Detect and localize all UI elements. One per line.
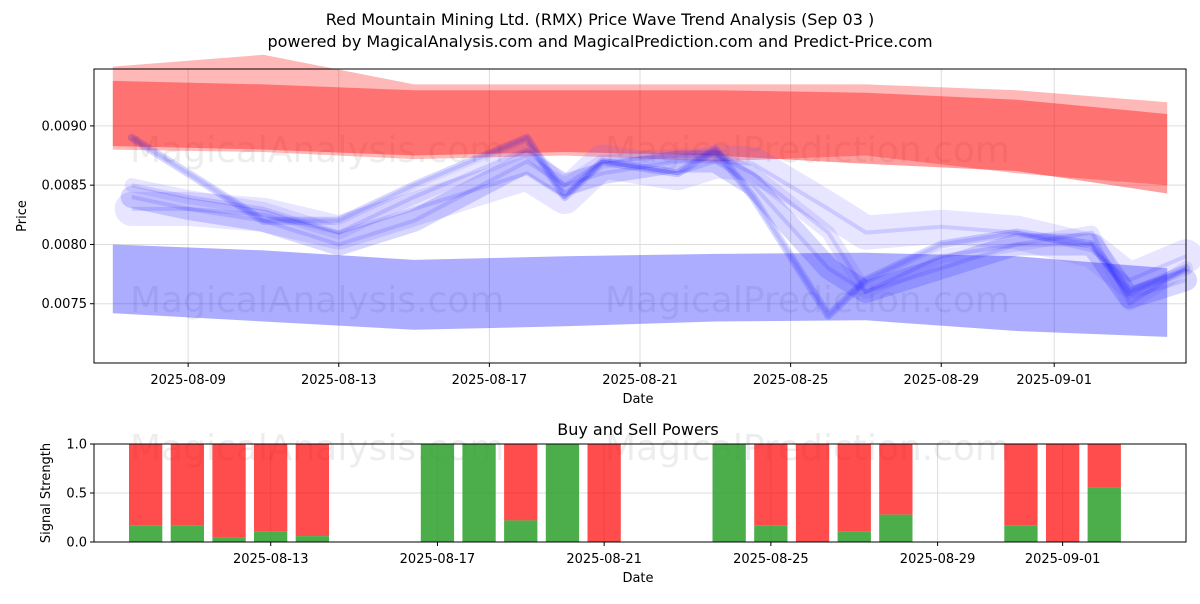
power-x-ticks: 2025-08-13 2025-08-17 2025-08-21 2025-08-25…	[233, 542, 1100, 567]
buy-power-bar	[754, 525, 788, 542]
price-watermarks: MagicalAnalysis.com MagicalPrediction.co…	[130, 130, 1010, 321]
watermark: MagicalAnalysis.com	[130, 130, 504, 171]
buy-power-bar	[545, 444, 580, 542]
price-gridlines	[94, 69, 1186, 363]
blue-trend-band	[112, 244, 1168, 337]
price-wave-line	[124, 142, 1193, 311]
price-x-tick-label: 2025-08-13	[301, 373, 377, 388]
power-y-ticks: 0.0 0.5 1.0	[66, 438, 94, 551]
buy-power-bar	[212, 537, 246, 542]
watermark: MagicalAnalysis.com	[130, 280, 504, 321]
price-chart: MagicalAnalysis.com MagicalPrediction.co…	[15, 54, 1200, 407]
sell-power-bar	[1046, 444, 1080, 542]
buy-power-bar	[462, 444, 496, 542]
price-y-axis-label: Price	[15, 200, 30, 232]
power-x-tick-label: 2025-08-13	[233, 552, 309, 567]
sell-power-bar	[1087, 444, 1121, 488]
power-chart-title: Buy and Sell Powers	[557, 420, 719, 439]
sell-power-bar	[754, 444, 788, 526]
price-x-tick-label: 2025-08-09	[150, 373, 226, 388]
buy-power-bar	[837, 531, 871, 542]
power-x-tick-label: 2025-08-25	[733, 552, 809, 567]
power-x-tick-label: 2025-08-21	[566, 552, 642, 567]
buy-power-bar	[170, 525, 204, 542]
sell-power-bar	[295, 444, 329, 537]
price-bands	[112, 54, 1168, 337]
power-bars	[129, 444, 1121, 542]
price-wave-core	[131, 147, 1188, 306]
buy-power-bar	[254, 531, 288, 542]
price-wave-core	[131, 159, 1187, 300]
price-wave-line	[120, 150, 1197, 309]
red-trend-band	[112, 54, 1168, 186]
buy-power-bar	[504, 520, 538, 542]
power-x-tick-label: 2025-09-01	[1025, 552, 1101, 567]
sell-power-bar	[504, 444, 538, 521]
figure-subtitle: powered by MagicalAnalysis.com and Magic…	[267, 32, 932, 51]
price-x-ticks: 2025-08-09 2025-08-13 2025-08-17 2025-08-21…	[150, 363, 1092, 388]
buy-power-bar	[420, 444, 455, 542]
power-x-tick-label: 2025-08-29	[900, 552, 976, 567]
price-wave-core	[130, 135, 1187, 318]
price-y-ticks: 0.0075 0.0080 0.0085 0.0090	[42, 119, 94, 312]
power-x-axis-label: Date	[622, 571, 653, 586]
price-y-tick-label: 0.0085	[42, 179, 88, 194]
price-x-tick-label: 2025-08-25	[753, 373, 829, 388]
price-x-tick-label: 2025-08-21	[602, 373, 678, 388]
price-x-tick-label: 2025-08-29	[903, 373, 979, 388]
sell-power-bar	[795, 444, 830, 542]
power-y-tick-label: 0.5	[66, 487, 87, 502]
price-x-tick-label: 2025-09-01	[1016, 373, 1092, 388]
price-y-tick-label: 0.0090	[42, 119, 88, 134]
watermark: MagicalPrediction.com	[605, 280, 1010, 321]
watermark: MagicalPrediction.com	[605, 130, 1010, 171]
price-y-tick-label: 0.0080	[42, 238, 88, 253]
power-y-tick-label: 1.0	[66, 438, 87, 453]
sell-power-bar	[1004, 444, 1038, 526]
buy-power-bar	[129, 525, 163, 542]
buy-power-bar	[879, 514, 913, 542]
price-x-tick-label: 2025-08-17	[452, 373, 528, 388]
sell-power-bar	[837, 444, 871, 532]
red-trend-band	[112, 80, 1168, 194]
price-y-tick-label: 0.0075	[42, 297, 88, 312]
buy-power-bar	[295, 536, 329, 542]
sell-power-bar	[129, 444, 163, 526]
price-waves	[114, 133, 1200, 320]
power-x-tick-label: 2025-08-17	[400, 552, 476, 567]
sell-power-bar	[587, 444, 621, 542]
buy-power-bar	[1004, 525, 1038, 542]
sell-power-bar	[879, 444, 913, 515]
price-wave-line	[114, 144, 1200, 297]
power-y-tick-label: 0.0	[66, 536, 87, 551]
sell-power-bar	[212, 444, 246, 538]
sell-power-bar	[254, 444, 288, 532]
price-wave-line	[127, 133, 1190, 320]
sell-power-bar	[170, 444, 204, 526]
figure-title: Red Mountain Mining Ltd. (RMX) Price Wav…	[326, 10, 874, 29]
power-chart: Buy and Sell Powers MagicalAnalysis.com …	[39, 420, 1187, 586]
buy-power-bar	[1087, 487, 1121, 542]
price-wave-core	[131, 159, 1187, 282]
power-y-axis-label: Signal Strength	[39, 443, 54, 543]
price-x-axis-label: Date	[622, 392, 653, 407]
buy-power-bar	[712, 444, 746, 542]
